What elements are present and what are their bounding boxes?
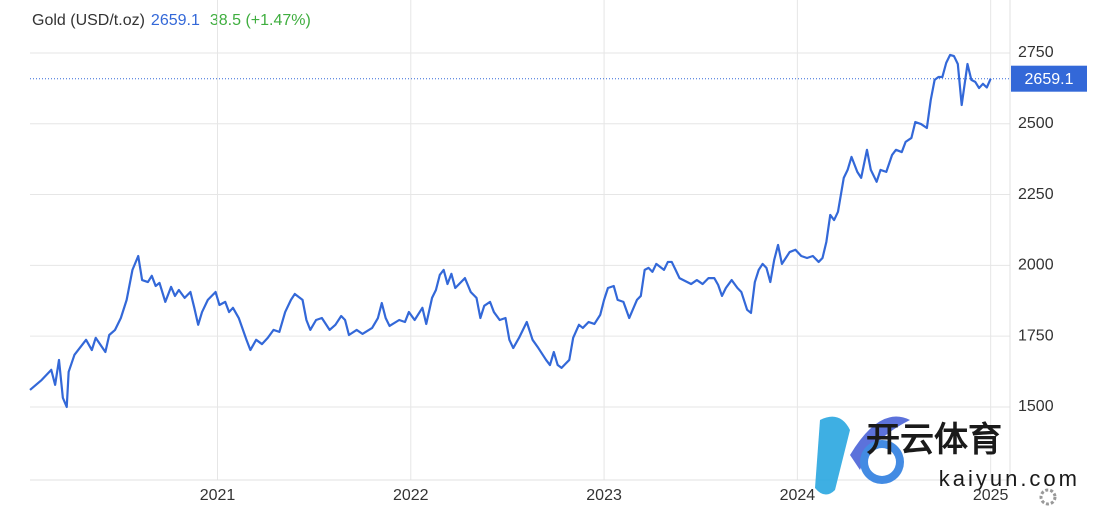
y-tick-label: 2750 xyxy=(1018,44,1054,61)
settings-icon[interactable] xyxy=(1039,488,1057,506)
price-line xyxy=(29,53,992,409)
watermark-name: 开云体育 xyxy=(866,421,1002,459)
x-tick-label: 2024 xyxy=(780,487,816,504)
x-tick-label: 2025 xyxy=(973,487,1009,504)
logo-ball-inner xyxy=(868,448,896,476)
change: 38.5 (+1.47%) xyxy=(210,12,311,29)
y-tick-label: 2500 xyxy=(1018,115,1054,132)
last-price-badge xyxy=(1011,65,1087,92)
chart-title: Gold (USD/t.oz) xyxy=(32,12,145,29)
y-tick-label: 1750 xyxy=(1018,327,1054,344)
y-tick-label: 2250 xyxy=(1018,186,1054,203)
logo-shape xyxy=(815,416,850,495)
watermark-logo xyxy=(815,416,910,495)
watermark-site: kaiyun.com xyxy=(939,466,1080,491)
x-tick-label: 2022 xyxy=(393,487,429,504)
price: 2659.1 xyxy=(151,12,200,29)
x-tick-label: 2021 xyxy=(200,487,236,504)
y-tick-label: 1500 xyxy=(1018,398,1054,415)
header: Gold (USD/t.oz) 2659.1 38.5 (+1.47%) xyxy=(32,12,311,29)
last-price-label: 2659.1 xyxy=(1025,71,1074,88)
y-tick-label: 2000 xyxy=(1018,257,1054,274)
x-tick-label: 2023 xyxy=(586,487,622,504)
